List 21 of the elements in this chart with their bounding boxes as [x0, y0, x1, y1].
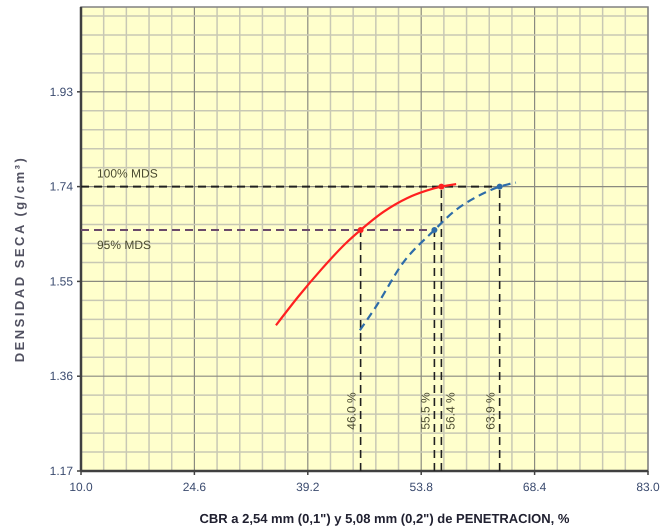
ref-line-label: 100% MDS [97, 166, 158, 181]
y-tick-label: 1.36 [50, 369, 74, 384]
ref-line-label: 63.9 % [484, 392, 498, 430]
x-tick-label: 53.8 [410, 480, 434, 494]
x-tick-label: 24.6 [182, 480, 206, 494]
x-tick-label: 10.0 [69, 480, 93, 494]
y-tick-label: 1.17 [50, 464, 74, 478]
y-tick-label: 1.74 [50, 180, 74, 194]
x-tick-label: 39.2 [296, 480, 320, 494]
x-tick-label: 68.4 [522, 480, 547, 494]
y-tick-label: 1.93 [50, 84, 74, 99]
line-series [358, 182, 518, 332]
ref-line-label: 46.0 % [344, 392, 359, 430]
y-axis-title: DENSIDAD SECA (g/cm³) [12, 156, 27, 362]
ref-line-label: 55.5 % [418, 392, 432, 430]
line-series [274, 183, 458, 326]
x-tick-label: 83.0 [636, 480, 660, 494]
ref-line-label: 95% MDS [97, 238, 152, 252]
x-axis-title: CBR a 2,54 mm (0,1") y 5,08 mm (0,2") de PENETRACION, % [200, 511, 570, 526]
y-tick-label: 1.55 [50, 274, 74, 288]
ref-line-label: 56.4 % [443, 392, 458, 430]
